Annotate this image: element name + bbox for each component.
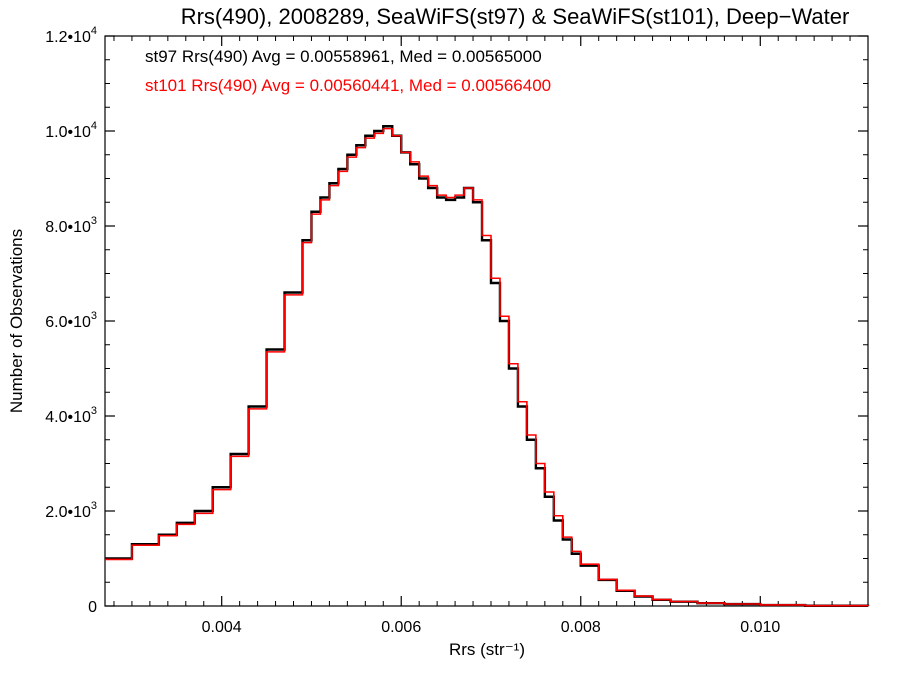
x-tick-label: 0.004 — [202, 619, 242, 636]
y-tick-label: 2.0•103 — [45, 500, 97, 521]
series-line-st101 — [105, 127, 869, 607]
legend-st101: st101 Rrs(490) Avg = 0.00560441, Med = 0… — [145, 76, 551, 95]
series-group — [105, 125, 870, 607]
plot-frame — [104, 35, 869, 607]
chart-title: Rrs(490), 2008289, SeaWiFS(st97) & SeaWi… — [181, 4, 850, 29]
x-axis-ticks: 0.004 0.006 0.008 0.010 — [113, 36, 851, 636]
y-tick-label: 1.2•104 — [45, 25, 97, 46]
x-axis-label: Rrs (str⁻¹) — [449, 640, 525, 659]
y-tick-label: 8.0•103 — [45, 215, 97, 236]
x-tick-label: 0.006 — [381, 619, 421, 636]
y-tick-label: 0 — [88, 599, 97, 616]
y-tick-label: 6.0•103 — [45, 310, 97, 331]
y-tick-label: 1.0•104 — [45, 120, 97, 141]
x-tick-label: 0.010 — [740, 619, 780, 636]
series-line-st97 — [105, 125, 870, 607]
y-axis-label: Number of Observations — [7, 229, 26, 413]
x-tick-label: 0.008 — [561, 619, 601, 636]
y-tick-label: 4.0•103 — [45, 405, 97, 426]
y-axis-ticks: 0 2.0•103 4.0•103 6.0•103 8.0•103 1.0•104 1.2•… — [45, 25, 868, 616]
legend-st97: st97 Rrs(490) Avg = 0.00558961, Med = 0.… — [145, 47, 542, 66]
